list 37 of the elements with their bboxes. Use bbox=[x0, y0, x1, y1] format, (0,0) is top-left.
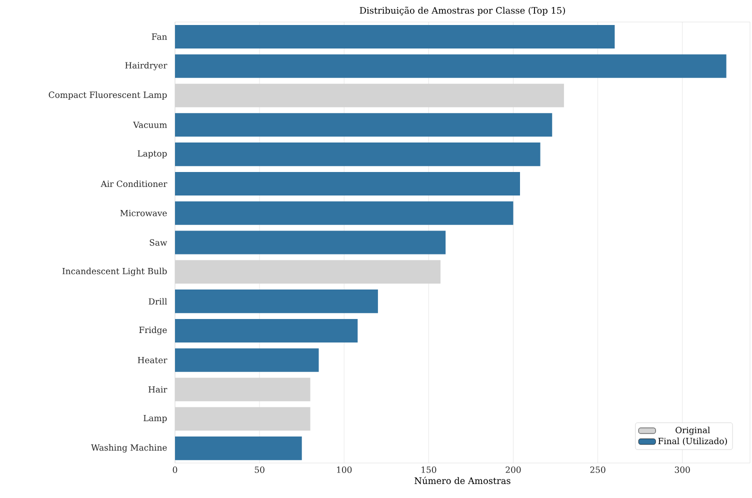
x-axis-title: Número de Amostras bbox=[414, 476, 510, 484]
x-tick-label: 50 bbox=[254, 466, 264, 473]
y-tick-label: Vacuum bbox=[133, 122, 167, 128]
x-tick-label: 100 bbox=[337, 466, 352, 473]
y-tick-label: Hair bbox=[148, 386, 168, 393]
bar bbox=[175, 436, 302, 460]
x-tick-label: 300 bbox=[674, 466, 690, 473]
bar bbox=[175, 24, 615, 48]
bar bbox=[175, 54, 726, 78]
y-tick-label: Microwave bbox=[120, 210, 167, 216]
x-tick-label: 150 bbox=[422, 466, 436, 473]
bar bbox=[175, 290, 378, 314]
y-tick-label: Fan bbox=[152, 34, 167, 40]
x-tick-label: 200 bbox=[506, 466, 521, 473]
x-tick-label: 250 bbox=[590, 466, 606, 473]
legend-label: Original bbox=[676, 426, 710, 436]
y-tick-label: Fridge bbox=[139, 326, 167, 335]
bar bbox=[175, 230, 446, 254]
y-tick-label: Hairdryer bbox=[125, 62, 168, 70]
y-tick-label: Heater bbox=[138, 356, 168, 364]
bar bbox=[175, 348, 319, 372]
bar bbox=[175, 318, 358, 342]
y-tick-label: Incandescent Light Bulb bbox=[62, 268, 167, 276]
x-tick-label: 0 bbox=[172, 466, 178, 473]
bar bbox=[175, 113, 552, 137]
chart-title: Distribuição de Amostras por Classe (Top 15) bbox=[360, 6, 565, 16]
y-tick-label: Laptop bbox=[138, 150, 167, 158]
bar bbox=[175, 142, 540, 166]
y-tick-label: Saw bbox=[150, 239, 168, 246]
bar bbox=[175, 172, 520, 196]
y-tick-label: Compact Fluorescent Lamp bbox=[48, 91, 167, 100]
y-tick-label: Washing Machine bbox=[91, 444, 167, 452]
y-tick-label: Air Conditioner bbox=[100, 180, 168, 187]
legend-label: Final (Utilizado) bbox=[658, 438, 727, 446]
y-tick-label: Lamp bbox=[144, 414, 167, 423]
y-tick-label: Drill bbox=[148, 298, 167, 305]
bar bbox=[175, 201, 514, 225]
